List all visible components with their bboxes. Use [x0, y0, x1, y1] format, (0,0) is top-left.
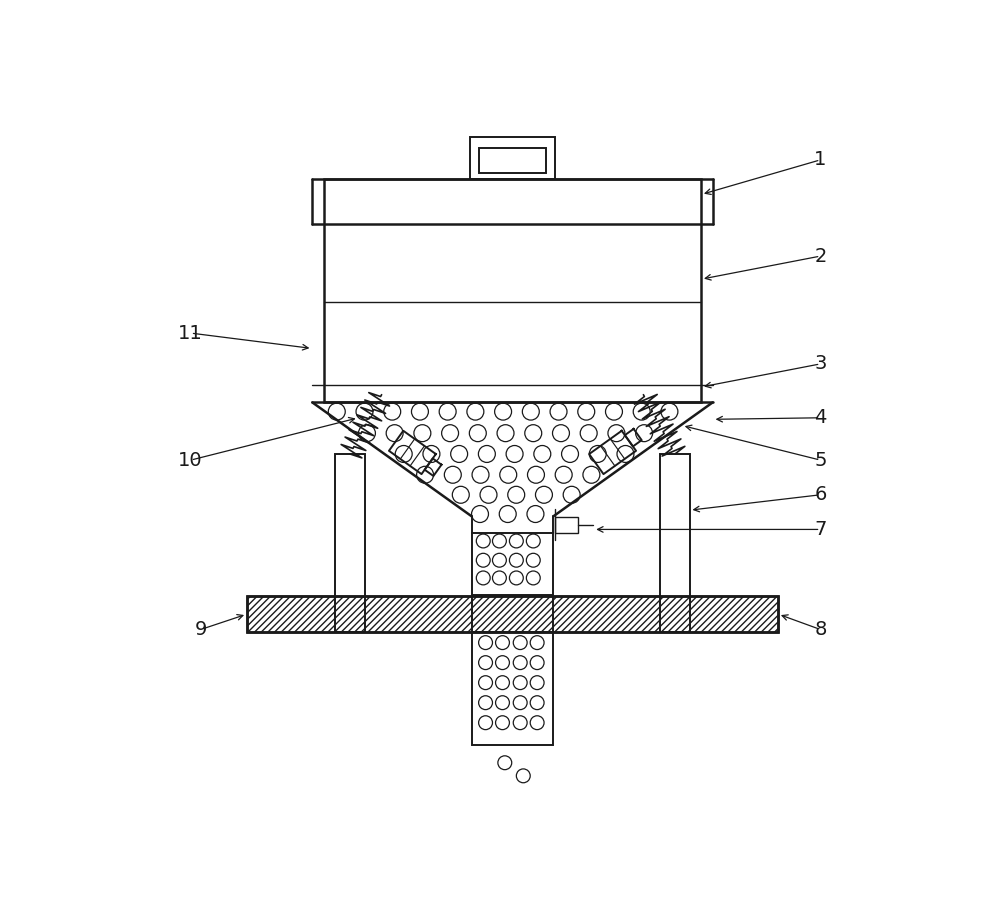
Text: 7: 7 — [814, 520, 827, 538]
Bar — [324, 179, 701, 402]
Bar — [660, 454, 690, 631]
Text: 10: 10 — [178, 451, 203, 470]
Text: 11: 11 — [178, 324, 203, 343]
Bar — [555, 517, 578, 532]
Bar — [472, 631, 553, 745]
Text: 2: 2 — [814, 246, 827, 265]
Text: 4: 4 — [814, 409, 827, 428]
Bar — [470, 137, 555, 179]
Bar — [479, 148, 546, 173]
Text: 5: 5 — [814, 451, 827, 470]
Text: 9: 9 — [194, 620, 207, 639]
Bar — [247, 596, 778, 631]
Bar — [335, 454, 365, 631]
Bar — [472, 533, 553, 595]
Text: 6: 6 — [814, 485, 827, 504]
Text: 3: 3 — [814, 354, 827, 373]
Text: 8: 8 — [814, 620, 827, 639]
Bar — [247, 596, 778, 631]
Text: 1: 1 — [814, 151, 827, 170]
